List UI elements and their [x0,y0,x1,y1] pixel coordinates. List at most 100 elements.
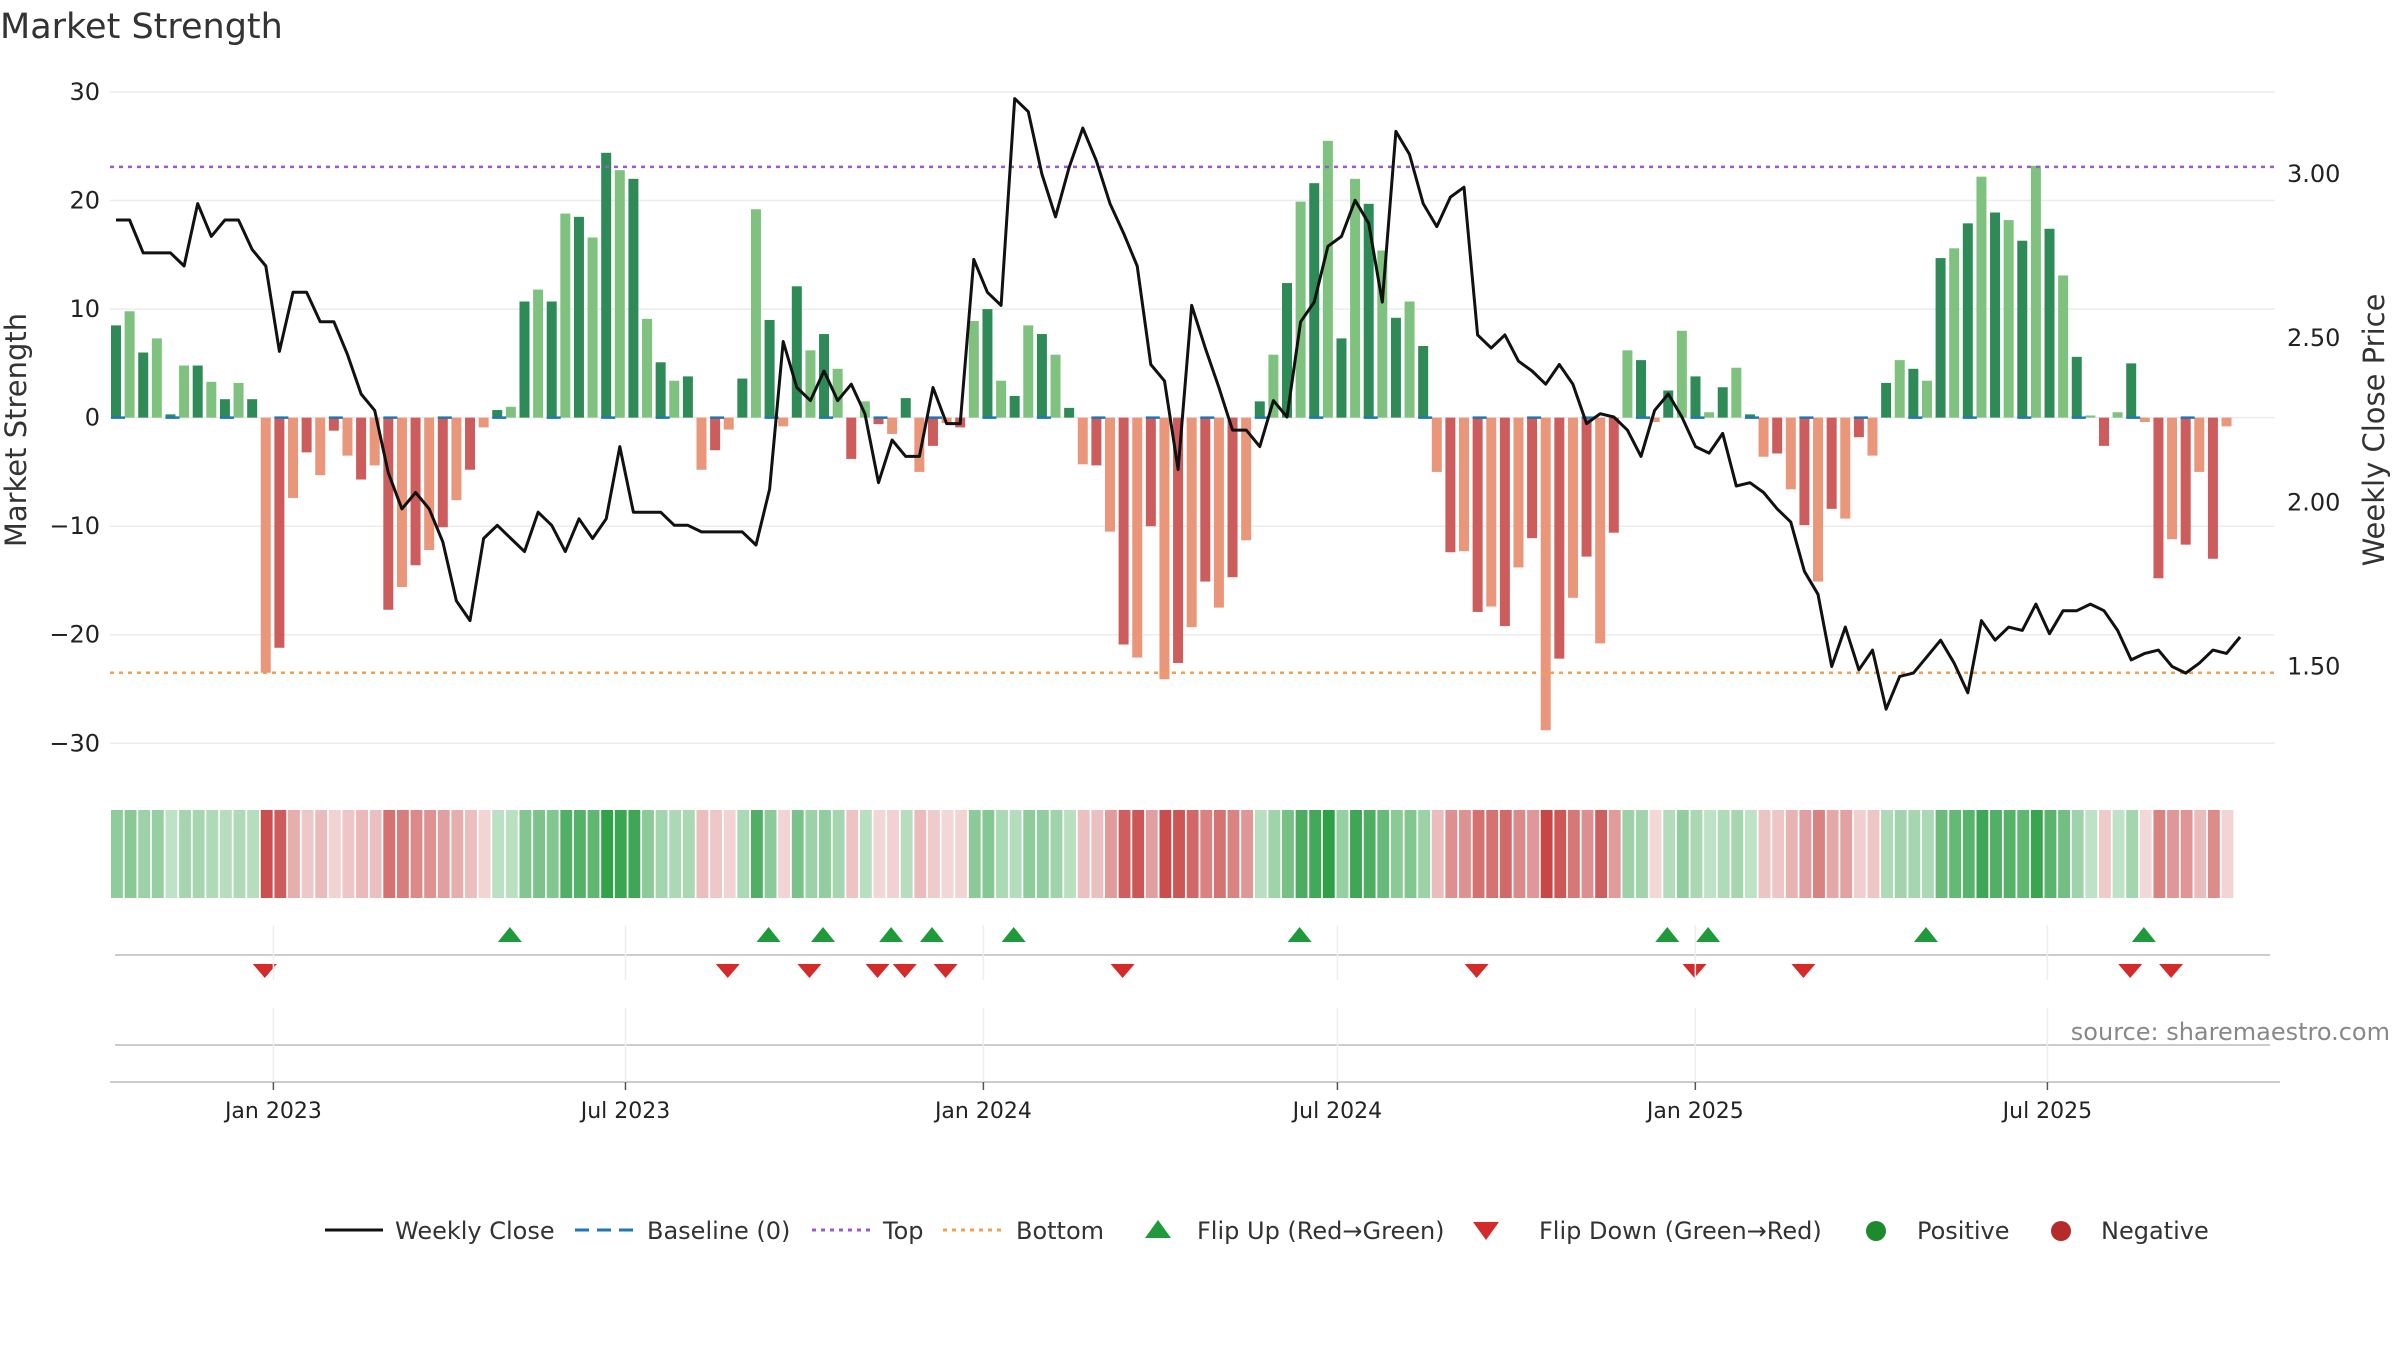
strength-bar [465,417,476,470]
strength-bar [1636,360,1647,418]
strength-bar [2126,363,2137,418]
heat-cell [1540,810,1553,898]
heat-cell [1254,810,1267,898]
strength-bar [1268,354,1279,418]
y-left-tick-label: 10 [69,295,100,323]
heat-cell [1744,810,1757,898]
heat-cell [1990,810,2002,898]
heat-cell [968,810,981,898]
heat-cell [451,810,464,898]
x-date-tick-label: Jul 2024 [1291,1099,1383,1124]
strength-bar [1104,417,1115,532]
strength-bar [778,417,789,427]
strength-bar [1567,417,1578,598]
strength-bar [1744,414,1755,418]
strength-bar [2071,356,2082,418]
heat-cell [1445,810,1458,898]
heat-cell [1799,810,1812,898]
strength-bar [859,401,870,418]
strength-bar [1976,176,1987,418]
heat-cell [519,810,532,898]
heat-cell [614,810,627,898]
heat-cell [111,810,123,898]
flip-down-marker [1110,964,1135,978]
strength-bar [315,417,326,476]
strength-bar [601,152,612,418]
strength-bar [1772,417,1783,454]
strength-bar [1241,417,1252,541]
strength-bar [383,417,394,610]
heat-cell [1268,810,1281,898]
heat-cell [165,810,178,898]
heat-cell [2112,810,2125,898]
strength-bar [1840,417,1851,519]
strength-bar [1173,417,1184,663]
heat-cell [887,810,900,898]
strength-bar [1322,140,1333,418]
heat-cell [1567,810,1580,898]
strength-bar [546,301,557,418]
heat-cell [356,810,368,898]
heat-cell [1949,810,1962,898]
flip-up-marker [1655,927,1680,942]
y-left-tick-label: −30 [49,729,100,757]
heat-cell [124,810,137,898]
strength-bar [179,365,190,418]
heat-cell [587,810,600,898]
flip-down-marker [892,964,917,978]
strength-bar [369,417,380,466]
strength-bar [2207,417,2218,559]
flip-down-marker [2118,964,2143,978]
strength-bar [1213,417,1224,608]
strength-bar [1676,330,1687,418]
strength-bar [1023,325,1034,418]
heat-cell [1826,810,1839,898]
strength-bar [682,376,693,418]
heat-cell [1853,810,1866,898]
heat-cell [233,810,246,898]
heat-cell [1840,810,1853,898]
heat-cell [1935,810,1948,898]
strength-bar [165,414,176,418]
strength-bar [832,368,843,418]
strength-bar [1295,201,1306,418]
strength-bar [805,350,816,418]
strength-bar [1649,417,1660,422]
strength-bar [2003,220,2014,418]
heat-cell [247,810,260,898]
flip-up-marker [1696,927,1721,942]
flip-down-marker [1464,964,1489,978]
x-date-tick-label: Jan 2025 [1645,1099,1744,1124]
heat-cell [2153,810,2166,898]
strength-bar [356,417,367,480]
legend: Weekly Close Baseline (0) Top Bottom Fli… [325,1217,2209,1245]
flip-up-marker [811,927,836,942]
strength-bar [478,417,489,428]
legend-negative: Negative [2101,1217,2209,1245]
heat-cell [437,810,450,898]
heat-cell [1200,810,1213,898]
strength-bar [1064,407,1075,418]
strength-bar [151,338,162,418]
heat-cell [1377,810,1390,898]
strength-bar [1486,417,1497,607]
strength-bar [1554,417,1565,659]
strength-bar [750,209,761,418]
strength-bar [1581,417,1592,557]
strength-bar [1282,283,1292,418]
heat-cell [1282,810,1294,898]
flip-down-marker [865,964,890,978]
heat-cell [1132,810,1145,898]
strength-bar [2044,228,2055,418]
strength-bar [1908,368,1919,418]
strength-bar [1499,417,1510,627]
heat-cell [1867,810,1880,898]
heat-cell [682,810,695,898]
strength-bar [219,399,230,418]
heat-cell [219,810,232,898]
strength-bar [1254,401,1265,418]
heat-cell [2085,810,2098,898]
strength-bar [1472,417,1483,612]
heat-cell [1145,810,1158,898]
heat-cell [914,810,927,898]
